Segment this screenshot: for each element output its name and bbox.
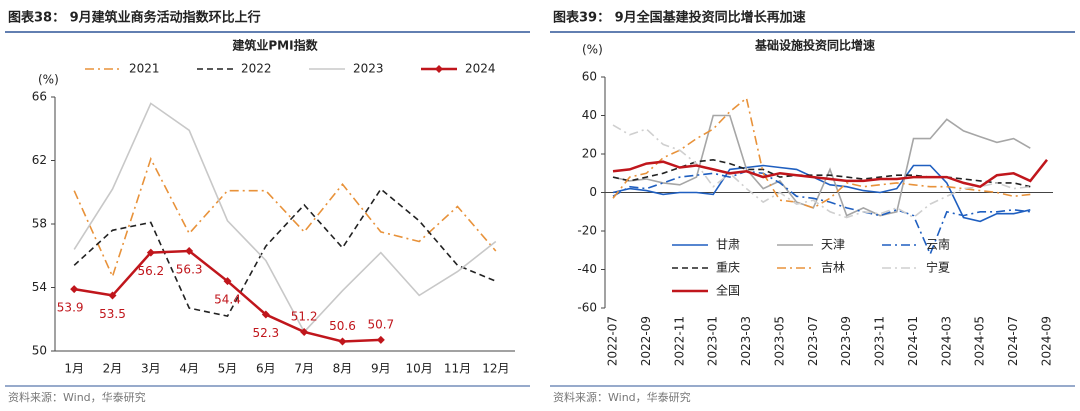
chart-title: 基础设施投资同比增速 (754, 38, 875, 53)
heading: 图表38： 9月建筑业商务活动指数环比上行 (8, 10, 261, 26)
x-tick-label: 2023-05 (772, 316, 786, 366)
data-label: 56.2 (137, 264, 164, 278)
legend-label: 云南 (926, 237, 950, 252)
chart-title: 建筑业PMI指数 (231, 38, 318, 53)
x-tick-label: 2023-11 (873, 316, 887, 366)
legend-label: 2022 (241, 62, 272, 76)
x-tick-label: 2024-05 (973, 316, 987, 366)
legend-label: 2023 (353, 62, 384, 76)
x-tick-label: 12月 (482, 362, 509, 376)
x-tick-label: 7月 (294, 362, 314, 376)
x-tick-label: 1月 (64, 362, 84, 376)
x-tick-label: 2022-09 (639, 316, 653, 366)
y-tick-label: -60 (577, 301, 597, 315)
point-marker (261, 310, 270, 319)
y-tick-label: 50 (32, 344, 47, 358)
y-tick-label: -40 (577, 262, 597, 276)
legend-label: 重庆 (716, 261, 740, 275)
series-line (612, 96, 1031, 209)
series-line (73, 102, 497, 334)
data-label: 50.6 (329, 319, 356, 333)
y-tick-label: 0 (589, 185, 597, 199)
series-line (73, 187, 497, 318)
legend-label: 2021 (129, 62, 160, 76)
legend-label: 2024 (465, 62, 496, 76)
data-label: 54.4 (214, 293, 241, 307)
data-label: 50.7 (367, 317, 394, 331)
x-tick-label: 11月 (444, 362, 471, 376)
unit-label: (%) (38, 73, 59, 87)
y-tick-label: 58 (32, 217, 47, 231)
legend-marker (435, 65, 443, 73)
source: 资料来源：Wind，华泰研究 (8, 390, 146, 404)
y-tick-label: 66 (32, 90, 47, 104)
x-tick-label: 2023-09 (839, 316, 853, 366)
y-tick-label: 54 (32, 280, 47, 294)
y-tick-label: 20 (582, 147, 597, 161)
point-marker (108, 291, 117, 300)
x-tick-label: 2024-09 (1040, 316, 1054, 366)
point-marker (338, 337, 347, 346)
heading: 图表39： 9月全国基建投资同比增长再加速 (553, 10, 806, 26)
series-line (612, 114, 1031, 217)
unit-label: (%) (582, 43, 603, 57)
point-marker (146, 248, 155, 257)
series-line (612, 164, 1031, 223)
x-tick-label: 2024-03 (939, 316, 953, 366)
point-marker (376, 335, 385, 344)
y-tick-label: 62 (32, 153, 47, 167)
data-label: 53.9 (57, 301, 84, 315)
x-tick-label: 4月 (179, 362, 199, 376)
x-tick-label: 2月 (103, 362, 123, 376)
x-tick-label: 2024-07 (1006, 316, 1020, 366)
x-tick-label: 2023-01 (706, 316, 720, 366)
series-line (612, 159, 1048, 189)
x-tick-label: 2024-01 (906, 316, 920, 366)
x-tick-label: 2023-03 (739, 316, 753, 366)
legend-label: 宁夏 (926, 260, 950, 275)
x-tick-label: 2022-11 (672, 316, 686, 366)
source: 资料来源：Wind，华泰研究 (553, 390, 691, 404)
data-label: 53.5 (99, 307, 126, 321)
series-line (612, 124, 1031, 219)
x-tick-label: 10月 (406, 362, 433, 376)
point-marker (223, 277, 232, 286)
legend-label: 全国 (716, 283, 740, 298)
y-tick-label: 60 (582, 70, 597, 84)
legend-label: 甘肃 (716, 238, 740, 252)
point-marker (70, 285, 79, 294)
y-tick-label: 40 (582, 108, 597, 122)
series-line (612, 170, 1031, 257)
x-tick-label: 2022-07 (606, 316, 620, 366)
point-marker (185, 246, 194, 255)
point-marker (300, 327, 309, 336)
data-label: 51.2 (291, 309, 318, 323)
legend-label: 天津 (821, 238, 845, 252)
data-label: 52.3 (252, 326, 279, 340)
legend-label: 吉林 (821, 261, 845, 275)
x-tick-label: 3月 (141, 362, 161, 376)
x-tick-label: 5月 (218, 362, 238, 376)
series-line (73, 156, 497, 279)
x-tick-label: 2023-07 (806, 316, 820, 366)
x-tick-label: 6月 (256, 362, 276, 376)
x-tick-label: 9月 (371, 362, 391, 376)
y-tick-label: -20 (577, 224, 597, 238)
data-label: 56.3 (176, 262, 203, 276)
x-tick-label: 8月 (333, 362, 353, 376)
